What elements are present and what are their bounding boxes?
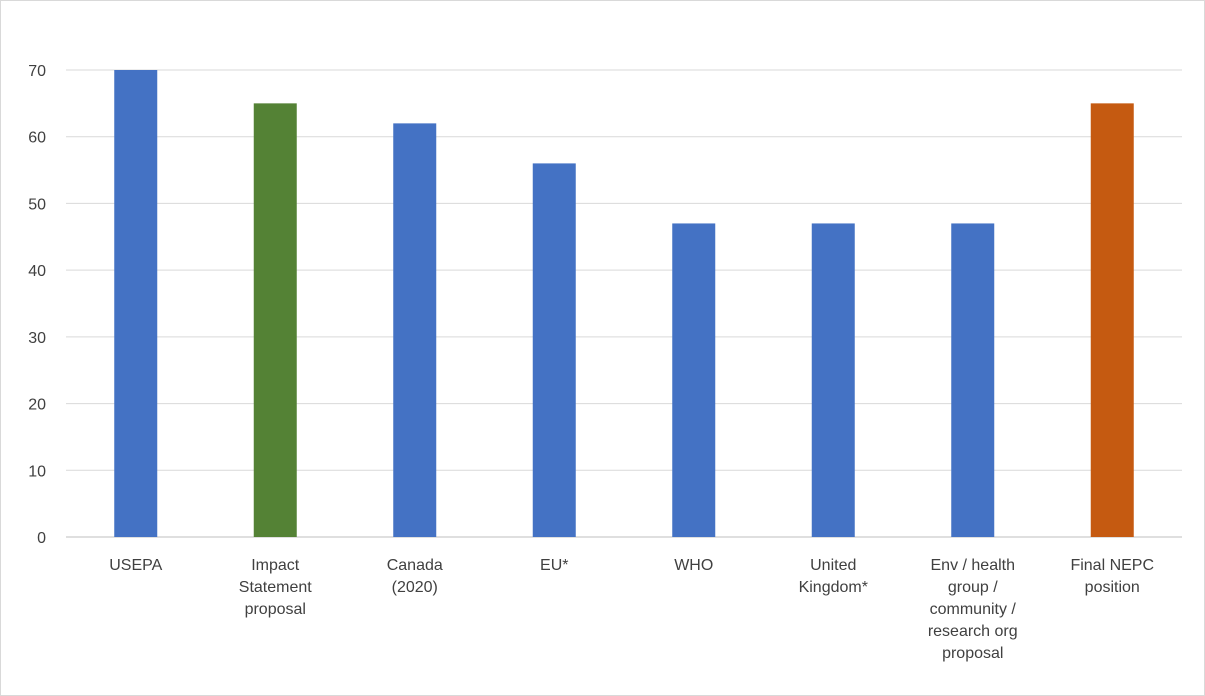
bar bbox=[672, 223, 716, 537]
x-category-label: EU* bbox=[540, 557, 568, 574]
y-tick-label: 50 bbox=[28, 196, 46, 213]
y-axis-tick-labels: 0 10 20 30 40 50 60 70 bbox=[28, 63, 46, 547]
x-category-label-line: (2020) bbox=[392, 579, 438, 596]
x-category-label-line: Final NEPC bbox=[1070, 557, 1154, 574]
bar bbox=[393, 123, 437, 537]
gridlines bbox=[66, 69, 1182, 538]
bar bbox=[114, 70, 158, 537]
x-category-label: USEPA bbox=[109, 557, 162, 574]
x-category-label-line: position bbox=[1085, 579, 1140, 596]
bars bbox=[114, 70, 1134, 537]
x-category-label: United Kingdom* bbox=[799, 557, 868, 596]
x-category-label-line: Env / health bbox=[931, 557, 1016, 574]
x-category-label: Env / health group / community / research o… bbox=[928, 557, 1018, 662]
bar bbox=[951, 223, 995, 537]
x-axis-category-labels: USEPA Impact Statement proposal Canada (2020)… bbox=[109, 557, 1154, 662]
y-tick-label: 20 bbox=[28, 397, 46, 414]
x-category-label-line: proposal bbox=[245, 601, 306, 618]
x-category-label-line: proposal bbox=[942, 645, 1003, 662]
x-category-label-line: Canada bbox=[387, 557, 443, 574]
y-tick-label: 30 bbox=[28, 330, 46, 347]
y-tick-label: 0 bbox=[37, 530, 46, 547]
y-tick-label: 40 bbox=[28, 263, 46, 280]
x-category-label-line: community / bbox=[930, 601, 1017, 618]
x-category-label: Canada (2020) bbox=[387, 557, 443, 596]
x-category-label-line: WHO bbox=[674, 557, 713, 574]
x-category-label-line: EU* bbox=[540, 557, 568, 574]
x-category-label-line: Impact bbox=[251, 557, 300, 574]
y-tick-label: 60 bbox=[28, 130, 46, 147]
x-category-label-line: United bbox=[810, 557, 856, 574]
x-category-label: Impact Statement proposal bbox=[239, 557, 312, 618]
x-category-label-line: research org bbox=[928, 623, 1018, 640]
bar bbox=[253, 103, 297, 537]
x-category-label-line: Kingdom* bbox=[799, 579, 868, 596]
y-tick-label: 10 bbox=[28, 463, 46, 480]
x-category-label-line: group / bbox=[948, 579, 998, 596]
x-category-label: WHO bbox=[674, 557, 713, 574]
y-tick-label: 70 bbox=[28, 63, 46, 80]
bar bbox=[1090, 103, 1134, 537]
x-category-label: Final NEPC position bbox=[1070, 557, 1154, 596]
x-category-label-line: Statement bbox=[239, 579, 312, 596]
bar bbox=[811, 223, 855, 537]
bar bbox=[532, 163, 576, 537]
x-category-label-line: USEPA bbox=[109, 557, 162, 574]
